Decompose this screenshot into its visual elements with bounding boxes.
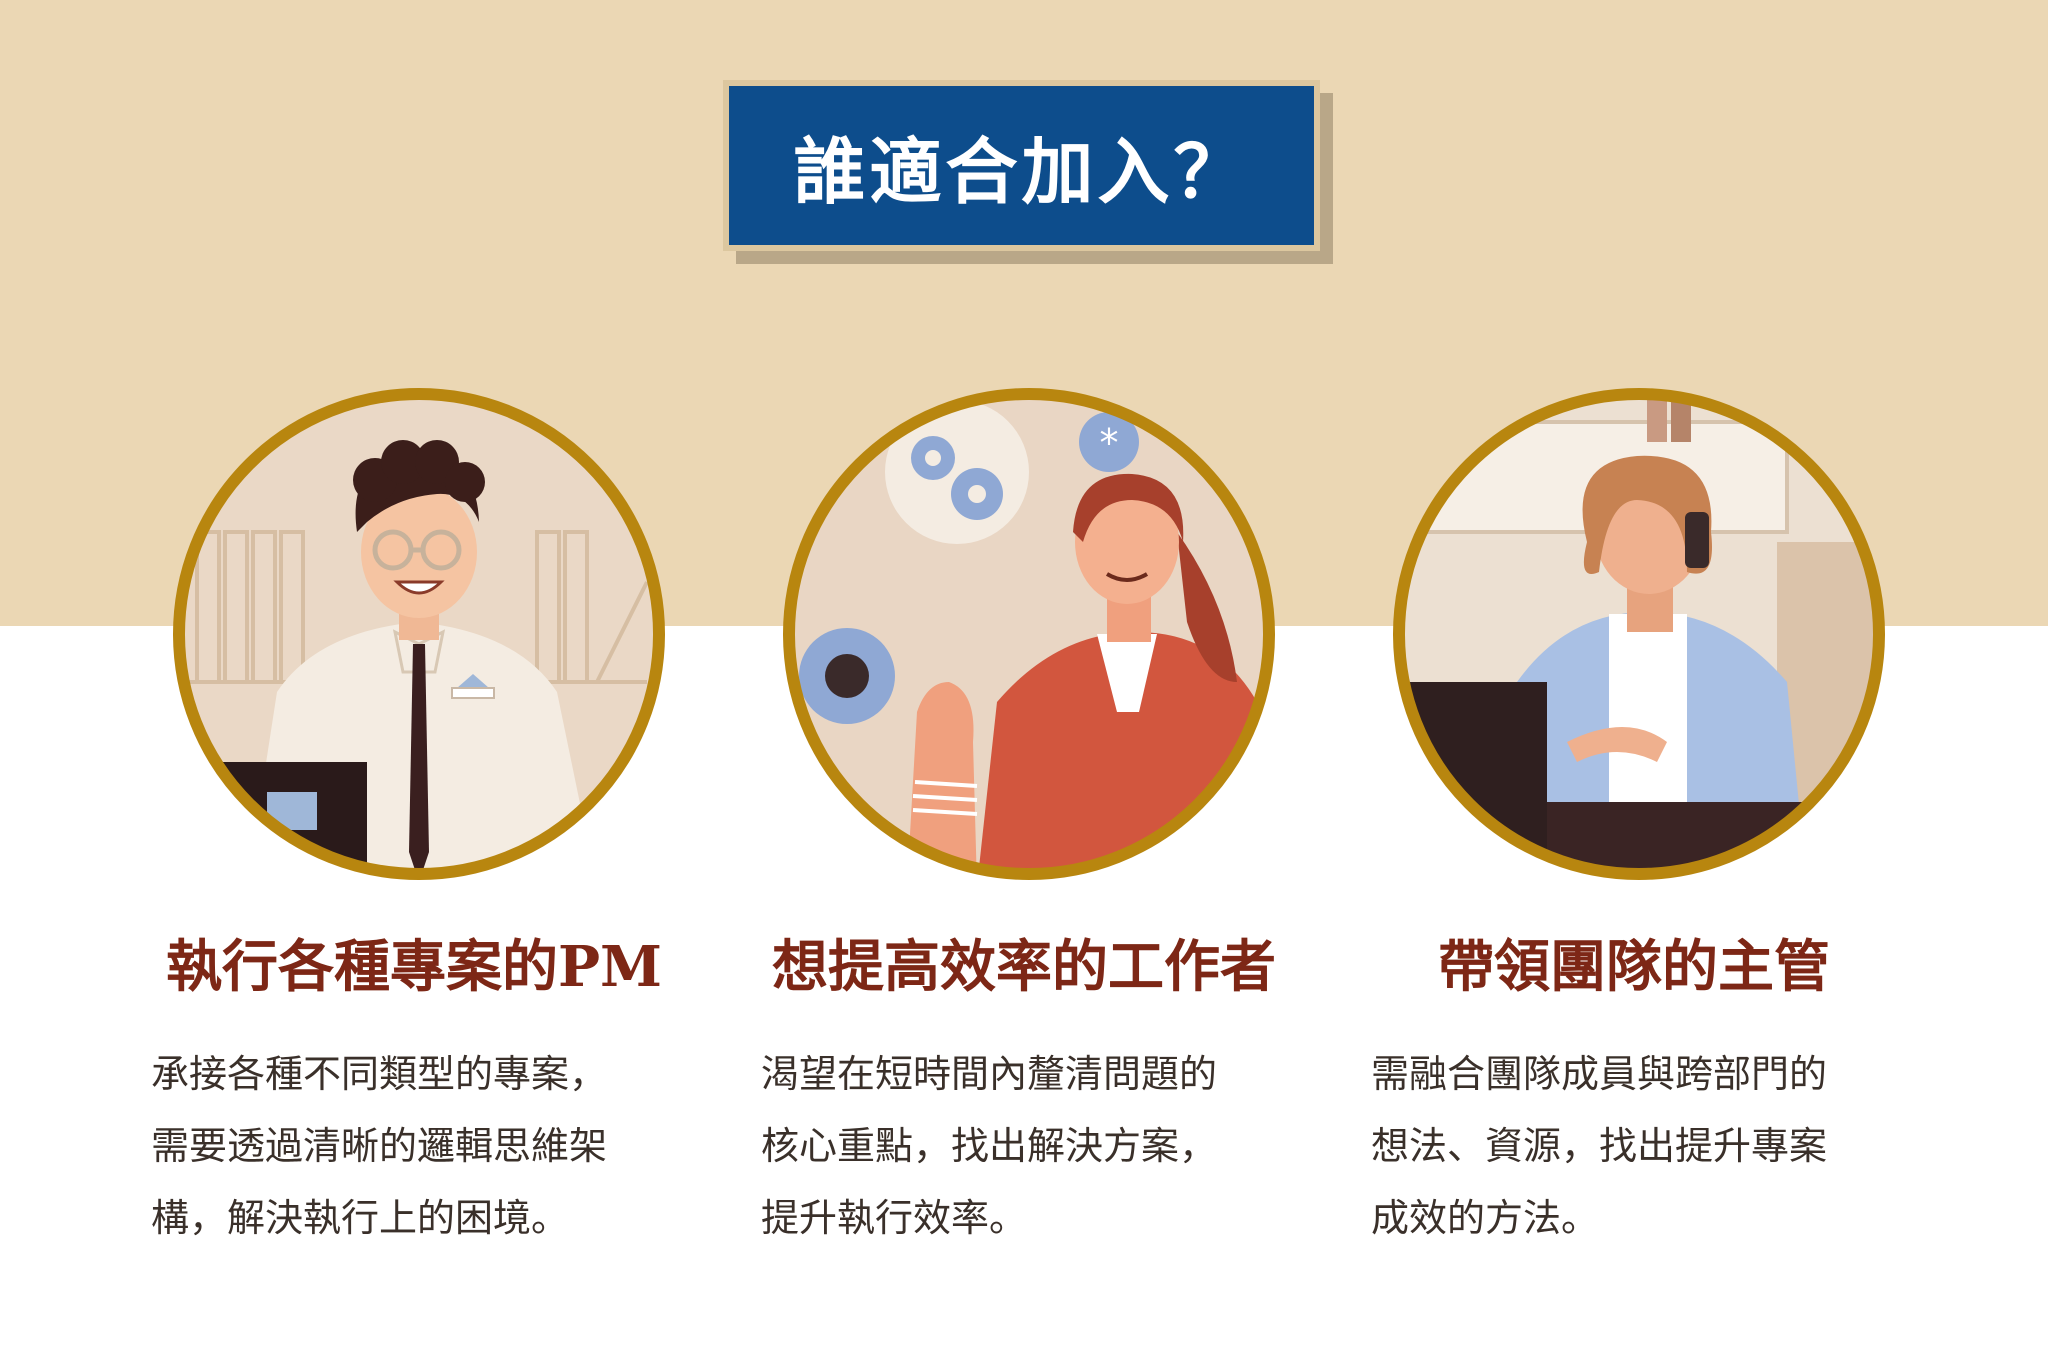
title-box: 誰適合加入？ [723, 80, 1320, 251]
svg-text:*: * [1100, 421, 1119, 465]
card-description-line: 成效的方法。 [1371, 1196, 1600, 1240]
card-description-line: 承接各種不同類型的專案， [151, 1052, 608, 1096]
card-title: 帶領團隊的主管 [1438, 934, 1830, 1000]
card-description: 承接各種不同類型的專案， 需要透過清晰的邏輯思維架 構，解決執行上的困境。 [151, 1038, 711, 1254]
card-description-line: 渴望在短時間內釐清問題的 [761, 1052, 1218, 1096]
card-description: 需融合團隊成員與跨部門的 想法、資源，找出提升專案 成效的方法。 [1371, 1038, 1931, 1254]
page-title: 誰適合加入？ [793, 129, 1250, 214]
card-description-line: 需要透過清晰的邏輯思維架 [151, 1124, 608, 1168]
efficient-worker-illustration-icon: * [777, 382, 1281, 886]
card-title: 想提高效率的工作者 [772, 934, 1276, 1000]
card-description-line: 構，解決執行上的困境。 [151, 1196, 570, 1240]
project-manager-illustration-icon [167, 382, 671, 886]
card-description-line: 想法、資源，找出提升專案 [1371, 1124, 1828, 1168]
card-description: 渴望在短時間內釐清問題的 核心重點，找出解決方案， 提升執行效率。 [761, 1038, 1321, 1254]
card-description-line: 需融合團隊成員與跨部門的 [1371, 1052, 1828, 1096]
card-description-line: 核心重點，找出解決方案， [761, 1124, 1218, 1168]
card-description-line: 提升執行效率。 [761, 1196, 1028, 1240]
card-title: 執行各種專案的PM [165, 934, 663, 1000]
team-leader-illustration-icon [1387, 382, 1891, 886]
